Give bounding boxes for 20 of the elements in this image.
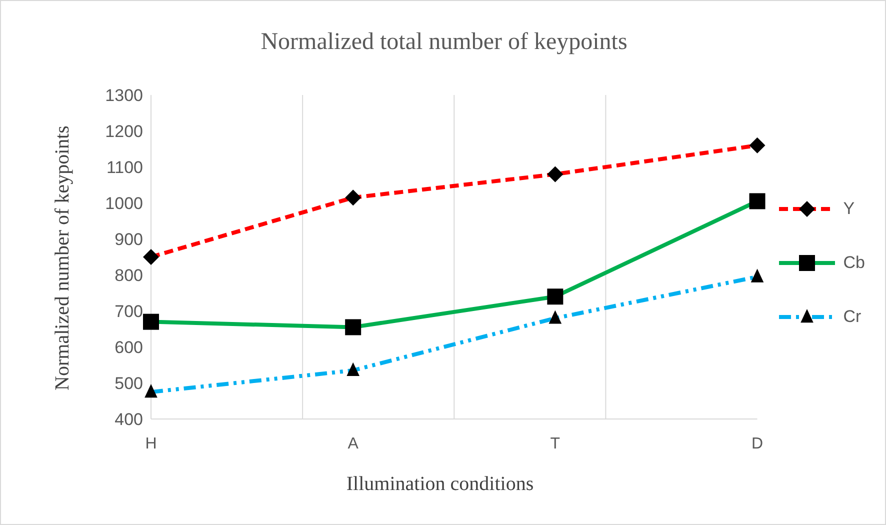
y-tick-label: 1000 [105,194,143,214]
legend-label: Cb [843,252,865,272]
x-tick-label: A [348,435,359,452]
y-tick-label: 1300 [105,86,143,106]
y-tick-label: 800 [114,266,143,286]
y-tick-label: 600 [114,338,143,358]
y-tick-label: 1200 [105,122,143,142]
y-tick-label: 700 [114,302,143,322]
legend-label: Cr [843,306,862,326]
y-axis-title: Normalized number of keypoints [52,126,74,390]
chart-title: Normalized total number of keypoints [260,29,628,56]
x-tick-label: D [751,435,764,452]
legend-label: Y [843,198,855,218]
x-tick-label: T [550,435,560,452]
y-tick-label: 1100 [106,158,143,178]
x-axis-title: Illumination conditions [345,473,535,496]
x-tick-label: H [145,435,157,452]
y-tick-label: 500 [114,374,143,394]
y-tick-label: 900 [114,230,143,250]
y-tick-label: 400 [114,410,143,430]
